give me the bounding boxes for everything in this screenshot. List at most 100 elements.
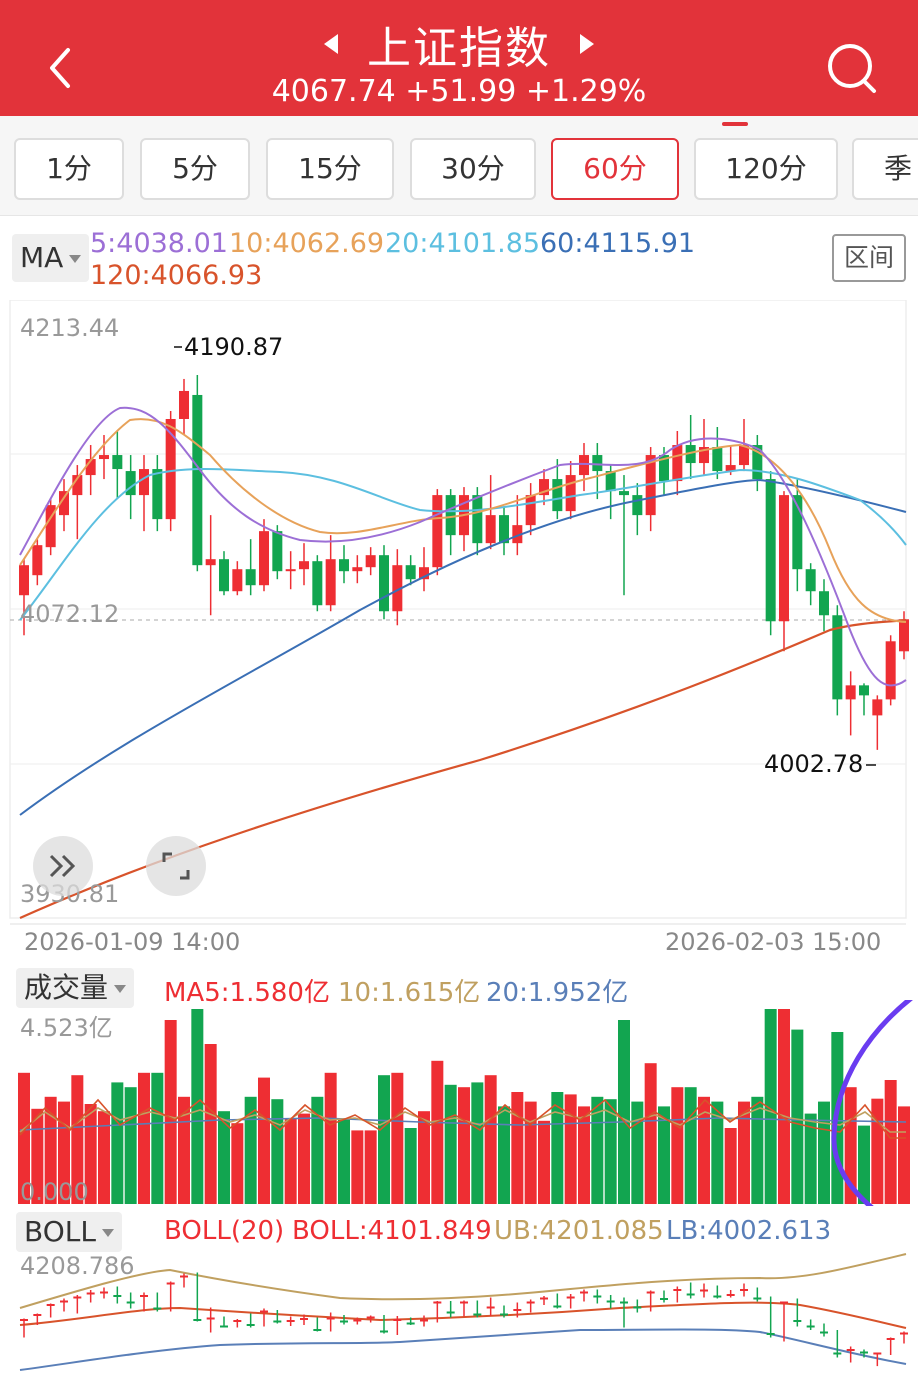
- candle-body: [19, 565, 29, 596]
- tab-1min[interactable]: 1分: [14, 138, 124, 200]
- candle-body: [45, 505, 56, 548]
- volume-bar: [804, 1113, 817, 1204]
- candle-body: [312, 561, 323, 606]
- prev-index-icon[interactable]: [323, 34, 338, 54]
- boll-chart[interactable]: [0, 1250, 918, 1377]
- candle-body: [472, 495, 483, 544]
- volume-bar: [684, 1087, 697, 1204]
- search-icon[interactable]: [820, 36, 884, 100]
- volume-bar: [364, 1130, 377, 1204]
- volume-bar: [711, 1101, 724, 1204]
- tab-60min[interactable]: 60分: [551, 138, 679, 200]
- tab-120min[interactable]: 120分: [694, 138, 838, 200]
- candle-body: [525, 495, 536, 526]
- candle-body: [485, 515, 496, 544]
- title-row: 上证指数: [0, 12, 918, 76]
- candle-body: [365, 555, 376, 568]
- date-end-label: 2026-02-03 15:00: [665, 928, 882, 956]
- candle-body: [165, 418, 176, 520]
- ma60-line: [19, 478, 907, 816]
- volume-bar: [751, 1096, 764, 1204]
- volume-chart[interactable]: [0, 1000, 918, 1206]
- volume-bar: [164, 1020, 177, 1204]
- volume-ma10: 10:1.615亿: [338, 978, 481, 1008]
- candle-body: [805, 569, 816, 592]
- candle-body: [845, 685, 856, 700]
- candle-body: [85, 459, 96, 476]
- caret-down-icon: [69, 255, 82, 263]
- volume-max-label: 4.523亿: [20, 1014, 113, 1042]
- next-index-icon[interactable]: [580, 34, 595, 54]
- caret-down-icon: [114, 985, 127, 993]
- candle-body: [245, 569, 256, 586]
- fullscreen-button[interactable]: [146, 836, 206, 896]
- volume-bar: [231, 1123, 244, 1204]
- candle-body: [272, 531, 283, 572]
- candle-body: [619, 491, 629, 496]
- volume-bar: [458, 1087, 470, 1204]
- volume-selector-label: 成交量: [24, 971, 109, 1004]
- candle-body: [352, 567, 363, 572]
- expand-button[interactable]: [33, 836, 93, 896]
- boll-selector[interactable]: BOLL: [16, 1212, 122, 1252]
- candle-body: [379, 555, 389, 612]
- volume-bar: [471, 1082, 484, 1204]
- range-button[interactable]: 区间: [832, 234, 906, 282]
- back-arrow-icon[interactable]: [34, 36, 94, 96]
- candle-body: [499, 515, 509, 544]
- candlestick-chart[interactable]: [0, 300, 918, 960]
- candle-body: [539, 479, 549, 496]
- volume-bar: [218, 1111, 230, 1204]
- volume-bar: [204, 1044, 217, 1204]
- tab-quarter[interactable]: 季: [852, 138, 918, 200]
- volume-ma5-line: [19, 1098, 906, 1139]
- volume-selector[interactable]: 成交量: [16, 968, 135, 1008]
- volume-bar: [71, 1075, 84, 1204]
- volume-bar: [271, 1099, 284, 1204]
- boll-candles-group: [20, 1272, 908, 1367]
- candle-body: [579, 455, 589, 476]
- volume-bar: [404, 1128, 417, 1204]
- candle-body: [259, 531, 269, 586]
- volume-bar: [124, 1087, 137, 1204]
- candle-body: [32, 545, 43, 576]
- low-price-label: 4002.78: [764, 750, 864, 778]
- candle-body: [179, 390, 189, 419]
- y-max-label: 4213.44: [20, 314, 120, 342]
- candle-body: [285, 569, 296, 572]
- volume-bar: [551, 1092, 564, 1204]
- ma-selector[interactable]: MA: [12, 234, 90, 282]
- boll-upper-line: [19, 1253, 907, 1309]
- candle-body: [512, 525, 523, 544]
- price-quote: 4067.74 +51.99 +1.29%: [271, 74, 647, 109]
- boll-max-label: 4208.786: [20, 1252, 135, 1280]
- tab-30min[interactable]: 30分: [410, 138, 536, 200]
- candle-body: [739, 445, 749, 466]
- fullscreen-icon: [162, 852, 190, 880]
- volume-bar: [604, 1099, 617, 1204]
- volume-bar: [351, 1130, 364, 1204]
- date-start-label: 2026-01-09 14:00: [24, 928, 241, 956]
- ma120-value: 120:4066.93: [90, 260, 263, 291]
- volume-bar: [791, 1029, 804, 1204]
- candle-body: [872, 699, 883, 716]
- candle-body: [125, 471, 136, 496]
- candle-body: [112, 455, 123, 470]
- candle-body: [592, 455, 603, 472]
- candle-body: [232, 569, 243, 592]
- tab-15min[interactable]: 15分: [266, 138, 394, 200]
- tab-5min[interactable]: 5分: [140, 138, 250, 200]
- candle-body: [885, 641, 896, 700]
- volume-bar: [538, 1120, 550, 1204]
- boll-name: BOLL(20): [164, 1216, 285, 1246]
- candle-body: [205, 559, 216, 566]
- candle-body: [72, 475, 83, 496]
- volume-bar: [258, 1077, 270, 1204]
- candle-body: [445, 495, 456, 536]
- period-tabs: 1分 5分 15分 30分 60分 120分 季: [0, 116, 918, 216]
- boll-selector-label: BOLL: [24, 1215, 96, 1248]
- volume-bar: [138, 1072, 150, 1204]
- volume-bar: [191, 1009, 204, 1204]
- y-mid-label: 4072.12: [20, 600, 120, 628]
- high-price-label: 4190.87: [184, 333, 284, 361]
